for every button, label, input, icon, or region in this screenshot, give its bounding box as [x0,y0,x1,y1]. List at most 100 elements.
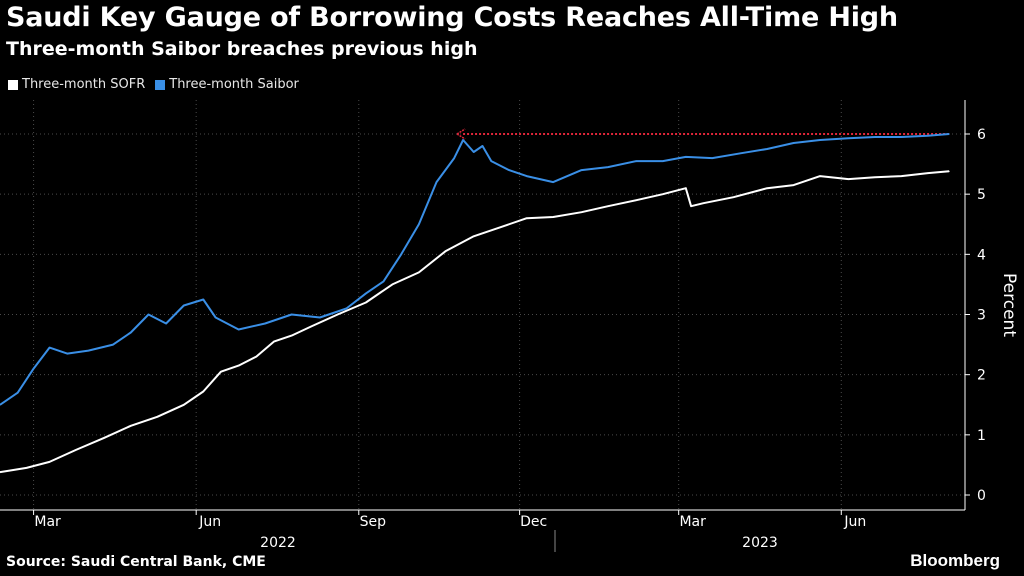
data-point-sofr [220,371,222,373]
data-point-saibor [147,313,150,316]
data-point-saibor [202,298,204,301]
legend-swatch-saibor [155,79,166,90]
data-point-saibor [165,322,167,325]
y-tick-label: 5 [977,187,986,203]
data-point-saibor [462,139,464,141]
data-point-saibor [365,292,367,295]
data-point-sofr [847,178,849,180]
legend: Three-month SOFR Three-month Saibor [8,77,299,92]
data-point-sofr [336,313,339,316]
data-point-saibor [819,139,821,141]
y-tick-label: 0 [977,488,986,504]
data-point-sofr [25,467,28,469]
data-point-saibor [473,151,475,153]
data-point-saibor [112,343,114,346]
data-point-sofr [927,172,929,174]
series-layer [0,128,950,474]
data-point-sofr [499,226,501,228]
grid [0,100,965,510]
y-tick-label: 1 [977,428,986,444]
legend-item-saibor: Three-month Saibor [155,77,299,92]
data-point-saibor [847,137,849,139]
data-point-sofr [130,425,132,427]
data-point-saibor [580,169,583,171]
data-point-sofr [874,176,876,178]
data-point-sofr [635,199,637,201]
year-label-2023: 2023 [742,535,778,551]
data-point-sofr [792,184,795,186]
data-point-saibor [900,136,902,138]
data-point-saibor [792,142,795,144]
data-point-sofr [526,217,528,219]
x-tick-label: Mar [34,514,61,530]
data-point-saibor [766,148,768,150]
previous-high-arrowhead [456,128,466,140]
x-tick-label: Mar [679,514,706,530]
data-point-sofr [156,416,158,418]
data-point-saibor [453,157,455,159]
legend-label-saibor: Three-month Saibor [169,77,299,92]
data-point-saibor [662,160,664,162]
source-note: Source: Saudi Central Bank, CME [6,554,266,570]
data-point-saibor [264,322,266,325]
data-point-sofr [732,196,735,198]
data-point-sofr [473,235,475,237]
data-point-saibor [237,328,240,331]
data-point-sofr [444,250,446,252]
data-point-saibor [481,145,484,147]
data-point-saibor [319,316,321,319]
data-point-saibor [66,353,68,355]
data-point-saibor [508,169,510,171]
data-point-saibor [490,160,492,162]
data-point-sofr [237,365,240,367]
data-point-saibor [711,157,713,159]
data-point-sofr [291,334,293,337]
data-point-saibor [87,350,89,352]
data-point-saibor [685,156,687,158]
data-point-sofr [48,461,51,463]
data-point-saibor [215,316,217,319]
data-point-saibor [948,133,950,135]
chart-subtitle: Three-month Saibor breaches previous hig… [6,38,478,60]
data-point-saibor [927,135,929,137]
data-point-saibor [739,152,742,154]
data-point-saibor [874,136,876,138]
x-tick-label: Sep [360,514,387,530]
data-point-saibor [0,404,1,406]
data-point-saibor [552,181,554,183]
data-point-saibor [635,160,637,162]
data-point-saibor [418,223,420,225]
data-point-sofr [310,325,312,328]
y-tick-label: 3 [977,308,986,324]
data-point-sofr [103,437,105,439]
data-point-sofr [391,283,393,286]
y-tick-label: 6 [977,127,986,143]
series-line-saibor [0,133,950,406]
data-point-sofr [607,205,609,207]
y-tick-label: 2 [977,368,986,384]
data-point-saibor [32,368,35,370]
legend-item-sofr: Three-month SOFR [8,77,145,92]
chart-title: Saudi Key Gauge of Borrowing Costs Reach… [6,2,898,33]
y-axis-title: Percent [999,273,1019,337]
data-point-sofr [75,449,77,451]
data-point-sofr [662,193,664,195]
data-point-sofr [0,471,1,473]
data-point-saibor [382,280,385,283]
data-point-sofr [365,301,367,304]
year-label-2022: 2022 [260,535,296,551]
data-point-sofr [255,356,257,358]
data-point-sofr [948,170,950,172]
data-point-saibor [607,166,609,168]
data-point-saibor [435,181,438,183]
data-point-saibor [526,175,528,177]
x-tick-label: Jun [843,514,866,530]
data-point-saibor [400,253,402,255]
data-point-sofr [819,175,821,177]
data-point-sofr [702,202,705,204]
data-point-sofr [273,340,275,343]
bloomberg-logo: Bloomberg [910,551,1000,570]
data-point-sofr [690,205,692,207]
data-point-sofr [766,187,768,189]
